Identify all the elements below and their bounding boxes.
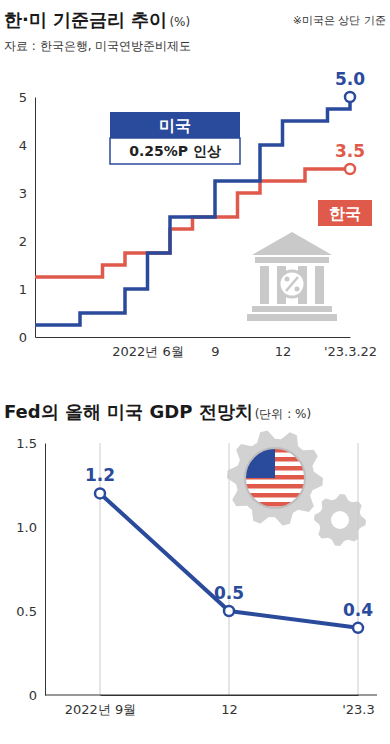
legend-label: 한국 (329, 204, 361, 223)
x-tick-label: 12 (221, 702, 238, 717)
legend-item: 한국 (318, 200, 372, 226)
title-text: 한·미 기준금리 추이 (4, 9, 167, 30)
point (353, 623, 363, 633)
icon-flag (245, 448, 305, 508)
x-tick-label: '23.3 (342, 702, 375, 717)
y-tick: 5 (19, 90, 35, 105)
x-tick-label: 2022년 6월 (112, 344, 184, 359)
icon-roof (252, 232, 332, 255)
icon-column (315, 266, 324, 304)
title: 한·미 기준금리 추이(%) (4, 9, 190, 30)
y-tick-label: 3 (19, 186, 27, 201)
unit: (%) (169, 15, 190, 29)
annotation: 0.25%P 인상 (129, 143, 221, 159)
data-label: 5.0 (335, 69, 365, 89)
x-tick: 2022년 9월 (65, 695, 137, 717)
icon-base (247, 314, 337, 321)
y-tick: 4 (19, 138, 35, 153)
x-tick: '23.3 (342, 695, 375, 717)
y-tick-label: 0 (19, 330, 27, 345)
note: ※미국은 상단 기준 (293, 14, 386, 27)
icon-column (260, 266, 269, 304)
y-tick: 2 (19, 234, 35, 249)
x-tick: 12 (221, 695, 238, 717)
y-tick-label: 1.0 (16, 520, 37, 535)
title-text: Fed의 올해 미국 GDP 전망치 (4, 401, 253, 422)
icon-gear (227, 431, 323, 526)
y-axis-line (45, 444, 46, 696)
y-tick: 1.0 (16, 520, 45, 535)
data-label: 0.5 (214, 583, 244, 603)
y-axis: 0 0.5 1.0 1.5 (16, 436, 45, 703)
icon-base (252, 306, 332, 312)
data-label: 1.2 (85, 465, 115, 485)
x-tick-label: 12 (275, 344, 292, 359)
y-tick-label: 5 (19, 90, 27, 105)
series-line (35, 169, 350, 277)
x-axis-line (36, 337, 351, 338)
chart-1: Fed의 올해 미국 GDP 전망치(단위 : %) 0 0.5 1.0 1.5 2022… (4, 401, 377, 717)
y-tick-label: 4 (19, 138, 27, 153)
point (224, 606, 234, 616)
x-grid-line (358, 443, 359, 695)
y-axis-line (35, 98, 36, 338)
infographic: 한·미 기준금리 추이(%) ※미국은 상단 기준자료 : 한국은행, 미국연방준… (0, 0, 390, 744)
x-axis: 2022년 9월 12 '23.3 (65, 695, 375, 717)
legend-box (110, 112, 240, 138)
point (95, 488, 105, 498)
plot-area (95, 488, 363, 632)
x-axis-line (101, 695, 359, 696)
icon-beam (255, 257, 329, 263)
point (345, 164, 355, 174)
y-tick-label: 0.5 (16, 604, 37, 619)
plot-area (35, 92, 355, 325)
series-line (35, 97, 350, 325)
y-tick-label: 1.5 (16, 436, 37, 451)
title: Fed의 올해 미국 GDP 전망치(단위 : %) (4, 401, 311, 422)
y-axis: 0 1 2 3 4 5 (19, 90, 36, 345)
series-line (100, 493, 358, 627)
legend-label: 미국 (159, 116, 191, 135)
source: 자료 : 한국은행, 미국연방준비제도 (4, 39, 191, 53)
x-tick: '23.3.22 (324, 337, 377, 359)
point (345, 92, 355, 102)
y-tick-label: 1 (19, 282, 27, 297)
data-labels: 1.2 0.5 0.4 (85, 465, 373, 619)
x-tick: 12 (275, 337, 292, 359)
y-tick-label: 2 (19, 234, 27, 249)
chart-0: 한·미 기준금리 추이(%) ※미국은 상단 기준자료 : 한국은행, 미국연방준… (4, 9, 386, 359)
data-labels: 5.0 3.5 (335, 69, 365, 161)
x-tick-label: 2022년 9월 (65, 702, 137, 717)
data-label: 0.4 (343, 600, 373, 620)
legend-item: 미국 0.25%P 인상 (110, 112, 240, 164)
x-axis: 2022년 6월 9 12 '23.3.22 (36, 337, 378, 359)
icon-coin (279, 271, 305, 297)
bank-icon (247, 232, 337, 321)
x-tick-label: 9 (211, 344, 219, 359)
y-tick: 0 (29, 688, 45, 703)
x-baseline (45, 695, 377, 696)
legend-box (318, 200, 372, 226)
icon-hole (331, 511, 349, 529)
x-grid-line (229, 443, 230, 695)
annotation-box (110, 138, 240, 164)
x-tick: 2022년 6월 (112, 337, 184, 359)
y-tick: 0.5 (16, 604, 45, 619)
x-tick-label: '23.3.22 (324, 344, 377, 359)
y-tick: 1.5 (16, 436, 45, 451)
data-label: 3.5 (335, 141, 365, 161)
y-tick-label: 0 (29, 688, 37, 703)
unit: (단위 : %) (255, 407, 311, 421)
icon-sign (285, 277, 290, 282)
icon-flag-ring (245, 448, 305, 508)
icon-sign (295, 287, 300, 292)
y-tick: 0 (19, 330, 35, 345)
x-tick: 9 (211, 337, 219, 359)
gear-icon (227, 431, 366, 546)
y-tick: 3 (19, 186, 35, 201)
y-tick: 1 (19, 282, 35, 297)
